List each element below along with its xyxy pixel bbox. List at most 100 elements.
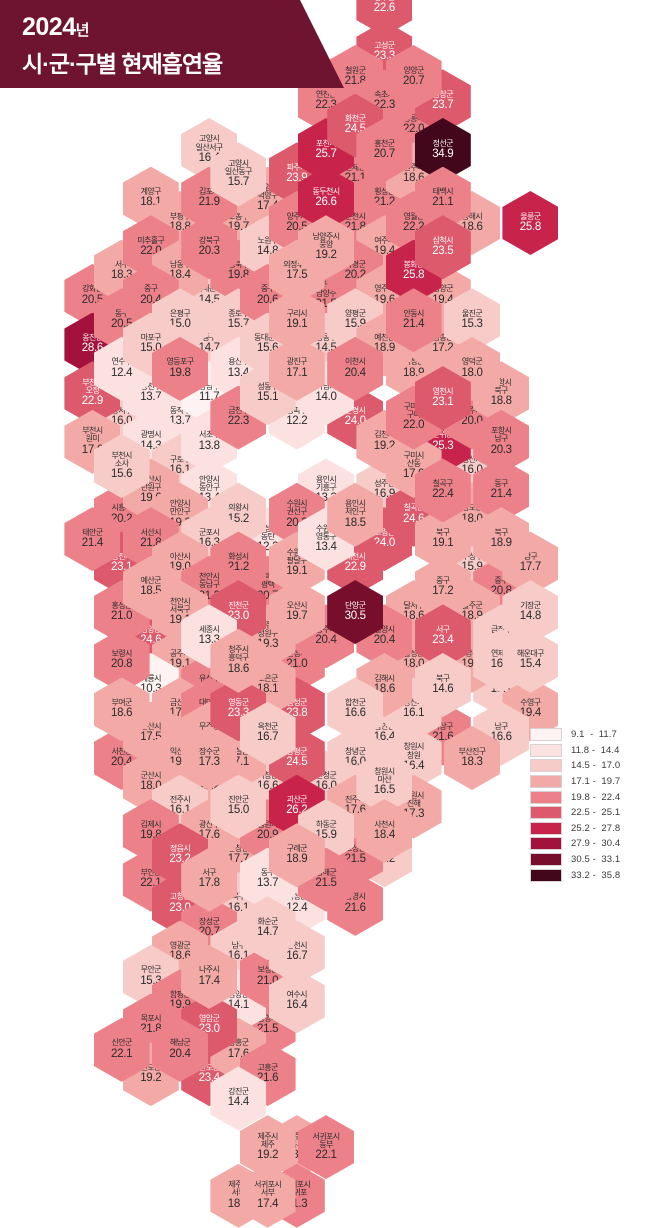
hex-region-name: 태안군 [82,527,103,537]
hex-region-value: 20.8 [111,658,133,671]
hex-region-name: 합천군 [345,697,366,707]
hex-region-name: 금산군 [169,697,191,707]
hex-region-value: 19.2 [257,1148,279,1161]
hex-region[interactable]: 북구 14.6 [414,653,471,718]
hex-region-name: 부평구 [169,211,191,221]
hex-region-name: 태백시 [432,187,454,197]
hex-region-value: 17.5 [140,731,162,744]
legend-swatch [530,790,562,804]
hex-region-value: 19.4 [461,658,483,671]
hex-region-name: 곡성군 [286,892,308,902]
hex-region[interactable]: 사천시 18.4 [356,798,413,863]
hex-region-name: 하남시 [315,381,337,391]
hex-region-name: 구리시 [286,308,308,318]
hex-region-name: 강동구 [315,333,337,343]
hex-region-name: 서천군 [111,746,132,756]
hex-region-name: 동두천시 [312,187,340,197]
hex-region[interactable]: 서구 17.8 [181,847,238,912]
hex-region-name: 서대문구 [195,284,224,294]
hex-region-name: 보령시 [111,649,132,659]
hex-region-value: 16.7 [257,731,279,744]
hex-region-name: 시흥시 [111,503,132,513]
hex-region-name: 평택시 평택 [257,572,278,590]
hex-region-value: 21.8 [140,536,162,549]
legend: 9.1 - 11.7 11.8 - 14.4 14.5 - 17.0 17.1 - 1… [530,727,620,883]
hex-region-value: 23.0 [169,901,191,914]
hex-region-name: 수성구 [461,552,483,561]
hex-region-name: 옹진군 [82,333,103,343]
hex-region-value: 11.7 [199,390,220,403]
hex-region-name: 계룡시 [140,673,162,683]
hex-region[interactable]: 북구 18.9 [473,507,530,572]
hex-region[interactable]: 부여군 18.6 [93,677,150,742]
hex-region[interactable]: 합천군 16.6 [327,677,384,742]
hex-region[interactable]: 울릉군 25.8 [502,190,559,255]
hex-region-name: 북구 [231,892,246,902]
hex-region-value: 21.4 [403,317,425,330]
hex-region[interactable]: 부산진구 18.3 [444,726,500,790]
hex-region-value: 13.7 [140,390,162,403]
hex-region-value: 14.8 [257,244,279,257]
hex-region-name: 남원시 [257,819,278,829]
hex-region-value: 19.8 [169,366,191,379]
hex-region-value: 19.6 [373,293,395,306]
hex-region[interactable]: 옥천군 16.7 [239,701,296,766]
hex-region-value: 21.0 [286,658,308,671]
hex-region[interactable]: 고양시 일산동구 15.7 [210,142,267,207]
hex-region-value: 16.4 [198,151,220,164]
hex-region-value: 17.1 [227,755,249,768]
hex-region-value: 21.2 [373,196,395,209]
hex-region-value: 19.8 [140,828,162,841]
hex-region-name: 안동시 [403,308,424,318]
hex-region-name: 해남군 [169,1038,191,1048]
hex-region-name: 예천군 [374,333,395,343]
hex-region-value: 21.5 [315,297,337,310]
hex-region-value: 24.6 [403,512,425,525]
hex-region-value: 17.9 [403,467,425,480]
hex-region[interactable]: 해운대구 15.4 [502,628,559,693]
legend-swatch [530,821,562,835]
hex-region[interactable]: 청주시 흥덕구 18.6 [210,628,267,693]
header-banner: 2024년 시·군·구별 현재흡연율 [0,0,344,88]
hex-region[interactable]: 오산시 19.7 [268,580,325,645]
hex-region-value: 20.5 [286,220,308,233]
hex-region-name: 동구 [114,308,129,318]
legend-label: 11.8 - 14.4 [571,744,620,756]
hex-region-name: 서귀포시 동부 [312,1131,340,1149]
hex-region-name: 구례군 [286,843,308,853]
hex-region-name: 화순군 [257,916,278,926]
hex-region-value: 21.1 [432,196,454,209]
hex-region-name: 나주시 [199,965,220,975]
hex-region-value: 20.8 [490,585,512,598]
hex-region-value: 13.4 [198,492,220,505]
hex-region-value: 25.8 [519,220,541,233]
legend-label: 25.2 - 27.8 [571,822,621,834]
hex-region-name: 안양시 동안구 [199,474,220,493]
hex-region-value: 23.4 [432,634,454,647]
hex-region-name: 청송군 [432,333,454,343]
hex-region-name: 영천시 [432,386,454,396]
hex-region-name: 익산시 [169,746,191,756]
hex-region-value: 24.0 [373,536,395,549]
hex-region-value: 22.1 [315,1148,337,1161]
hex-region[interactable]: 진안군 15.0 [210,774,267,839]
hex-region-name: 여수시 [286,989,308,999]
hex-region[interactable]: 태안군 21.4 [64,507,121,572]
hex-region-value: 20.5 [111,317,133,330]
hex-region-name: 영등포구 [166,357,194,367]
hex-region-name: 장성군 [199,916,220,926]
hex-region[interactable]: 구례군 18.9 [268,823,325,888]
hex-region[interactable]: 단양군 30.5 [327,580,384,645]
hex-region-name: 동작구 [169,406,191,416]
hex-region-value: 23.3 [373,50,395,63]
hex-region-value: 23.1 [111,561,133,574]
hex-region-name: 해운대구 [516,649,545,659]
hex-region-value: 15.7 [227,317,249,330]
hex-region-name: 거창군 [257,770,278,780]
hex-region[interactable]: 홍천군 20.7 [356,118,413,182]
hex-region-name: 수영구 [520,697,541,707]
hex-region[interactable]: 양양군 20.7 [385,45,442,110]
hex-region-name: 송파구 [286,406,308,416]
hex-region[interactable]: 장수군 17.3 [181,726,238,790]
hex-region-name: 안산시 단원구 [140,474,162,493]
